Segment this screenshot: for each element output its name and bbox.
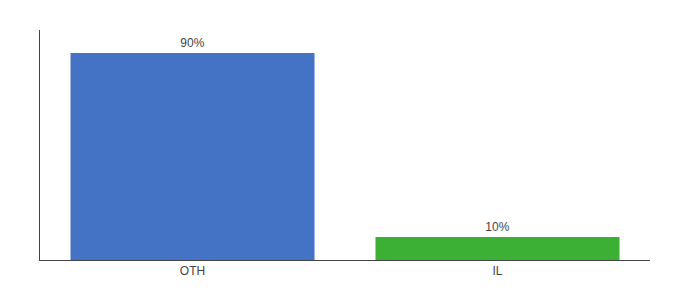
svg-text:IL: IL bbox=[492, 264, 502, 278]
svg-text:90%: 90% bbox=[180, 36, 204, 50]
svg-text:10%: 10% bbox=[485, 220, 509, 234]
svg-text:OTH: OTH bbox=[180, 264, 205, 278]
